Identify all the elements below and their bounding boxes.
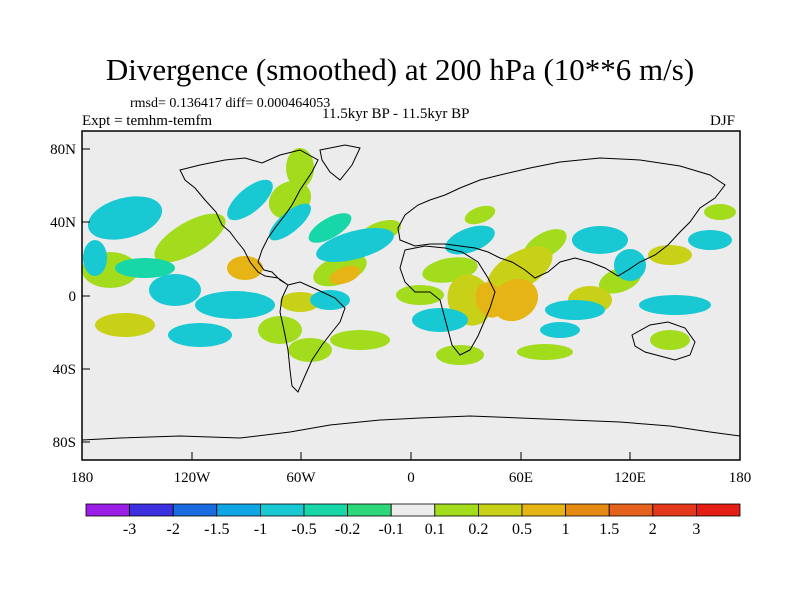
- contour-region: [487, 246, 553, 294]
- longitude-tick-label: 180: [729, 470, 752, 486]
- eurasia-coast: [397, 157, 726, 279]
- contour-region: [545, 300, 605, 320]
- colorbar-label: 0.5: [512, 521, 532, 538]
- colorbar-swatch: [565, 503, 610, 517]
- contour-region: [227, 179, 273, 221]
- contour-region: [288, 338, 332, 362]
- contour-region: [517, 344, 573, 360]
- colorbar-label: -0.2: [335, 521, 360, 538]
- colorbar-swatch: [216, 503, 261, 517]
- colorbar-label: 1.5: [599, 521, 619, 538]
- contour-region: [396, 285, 444, 305]
- colorbar-swatch: [652, 503, 697, 517]
- longitude-tick-label: 120E: [614, 470, 646, 486]
- contour-region: [639, 295, 711, 315]
- contour-region: [704, 204, 736, 220]
- longitude-axis: 180 120W 60W 0 60E 120E 180: [71, 452, 752, 486]
- contour-region: [648, 245, 692, 265]
- contour-region: [115, 258, 175, 278]
- colorbar-swatch: [390, 503, 436, 517]
- contour-region: [269, 203, 311, 241]
- contour-region: [445, 225, 495, 255]
- colorbar-swatch: [434, 503, 479, 517]
- contour-region: [227, 256, 263, 280]
- colorbar-swatch: [259, 503, 305, 517]
- colorbar-swatch: [347, 503, 392, 517]
- contour-region: [149, 274, 201, 306]
- colorbar-swatch: [303, 503, 348, 517]
- coastlines: [82, 144, 740, 441]
- colorbar-swatch: [129, 503, 174, 517]
- africa-coast: [399, 245, 496, 356]
- contour-fills: [82, 144, 740, 441]
- contour-region: [329, 265, 361, 285]
- antarctica-coast: [82, 415, 740, 441]
- colorbar-label: -1: [254, 521, 267, 538]
- contour-region: [87, 196, 163, 240]
- season-label: DJF: [710, 113, 736, 129]
- plot-title: Divergence (smoothed) at 200 hPa (10**6 …: [105, 52, 695, 87]
- contour-region: [330, 330, 390, 350]
- contour-region: [95, 313, 155, 337]
- colorbar-label: 0.1: [425, 521, 445, 538]
- colorbar-label: 2: [649, 521, 657, 538]
- contour-region: [83, 240, 107, 276]
- latitude-tick-label: 80S: [53, 435, 76, 451]
- stats-text: rmsd= 0.136417 diff= 0.000464053: [130, 96, 331, 111]
- colorbar-label: 1: [562, 521, 570, 538]
- colorbar-swatch: [521, 503, 566, 517]
- latitude-tick-label: 40N: [50, 215, 76, 231]
- longitude-tick-label: 180: [71, 470, 94, 486]
- colorbar-label: 0.2: [468, 521, 488, 538]
- latitude-tick-label: 80N: [50, 142, 76, 158]
- contour-region: [614, 249, 646, 281]
- contour-region: [168, 323, 232, 347]
- experiment-label: Expt = temhm-temfm: [82, 113, 213, 129]
- colorbar-swatch: [608, 503, 654, 517]
- colorbar-swatch: [85, 503, 130, 517]
- contour-region: [195, 291, 275, 319]
- colorbar: -3 -2 -1.5 -1 -0.5 -0.2 -0.1 0.1 0.2 0.5 1 1.5 2 3: [85, 503, 741, 538]
- colorbar-label: -0.1: [379, 521, 404, 538]
- contour-region: [464, 205, 496, 225]
- contour-region: [540, 322, 580, 338]
- australia-coast: [631, 321, 696, 361]
- colorbar-label: -1.5: [204, 521, 229, 538]
- contour-region: [316, 227, 394, 263]
- contour-region: [412, 308, 468, 332]
- contour-region: [308, 213, 352, 243]
- latitude-tick-label: 40S: [53, 362, 76, 378]
- contour-region: [280, 292, 320, 312]
- north-america-coast: [179, 149, 319, 286]
- longitude-tick-label: 0: [407, 470, 415, 486]
- contour-region: [688, 230, 732, 250]
- contour-region: [491, 278, 539, 322]
- south-america-coast: [279, 281, 346, 393]
- colorbar-label: -3: [123, 521, 136, 538]
- contour-region: [310, 290, 350, 310]
- longitude-tick-label: 60E: [509, 470, 533, 486]
- longitude-tick-label: 120W: [174, 470, 212, 486]
- colorbar-swatch: [696, 503, 741, 517]
- colorbar-label: -2: [167, 521, 180, 538]
- colorbar-label: -0.5: [291, 521, 316, 538]
- greenland-coast: [319, 144, 361, 181]
- contour-region: [572, 226, 628, 254]
- contour-region: [258, 316, 302, 344]
- contour-region: [286, 148, 314, 188]
- latitude-axis: 80N 40N 0 40S 80S: [50, 142, 90, 451]
- colorbar-label: 3: [692, 521, 700, 538]
- longitude-tick-label: 60W: [286, 470, 316, 486]
- latitude-tick-label: 0: [69, 289, 77, 305]
- contour-region: [650, 330, 690, 350]
- period-label: 11.5kyr BP - 11.5kyr BP: [322, 106, 470, 122]
- colorbar-swatch: [172, 503, 218, 517]
- contour-region: [154, 213, 226, 263]
- colorbar-swatch: [477, 503, 523, 517]
